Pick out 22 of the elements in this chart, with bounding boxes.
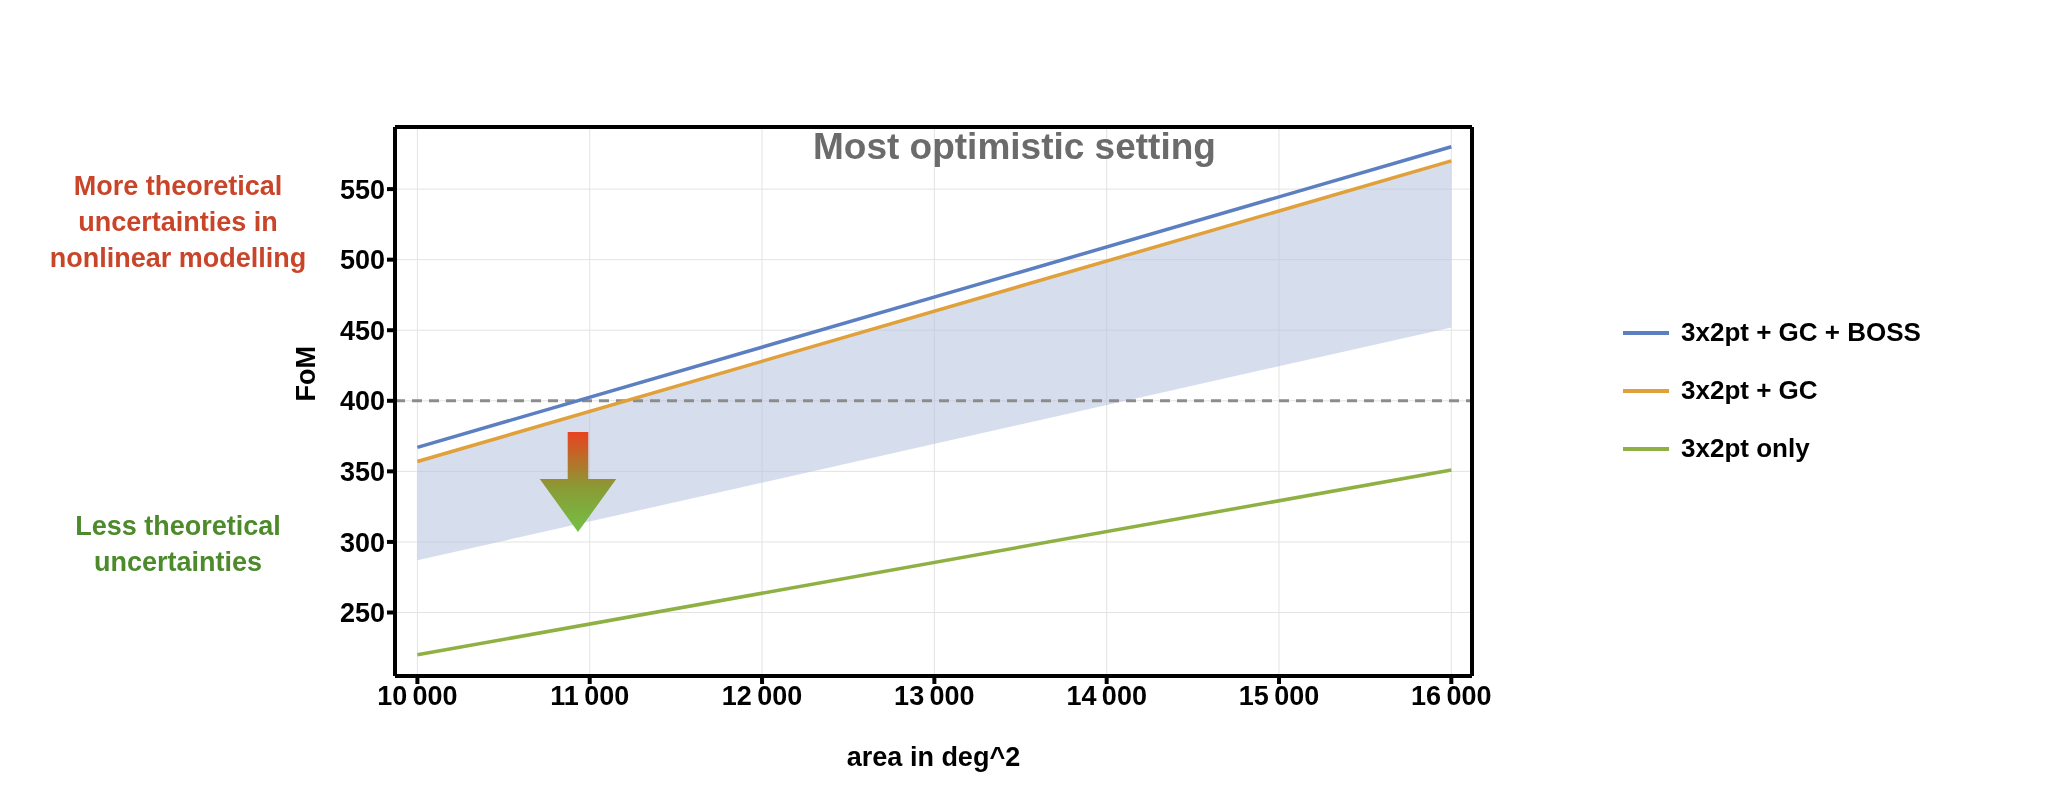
y-tick-label: 400 xyxy=(339,386,385,417)
y-axis-title: FoM xyxy=(290,346,321,402)
x-tick-label: 11 000 xyxy=(550,681,630,712)
annotation: Most optimistic setting xyxy=(813,126,1217,168)
y-tick-label: 450 xyxy=(339,315,385,346)
x-tick-label: 14 000 xyxy=(1066,681,1147,712)
text: More theoretical uncertainties in nonlinear modelling xyxy=(48,170,308,275)
x-tick-label: 12 000 xyxy=(721,681,803,712)
x-tick-label: 15 000 xyxy=(1238,681,1320,712)
legend-label: 3x2pt + GC + BOSS xyxy=(1681,317,1921,348)
legend-label: 3x2pt + GC xyxy=(1681,375,1818,406)
y-tick-label: 250 xyxy=(339,598,385,629)
legend-label: 3x2pt only xyxy=(1681,433,1810,464)
y-tick-label: 550 xyxy=(339,174,385,205)
y-tick-label: 300 xyxy=(339,527,385,558)
x-tick-label: 13 000 xyxy=(894,681,975,712)
x-axis-title: area in deg^2 xyxy=(846,742,1021,772)
text: Less theoretical uncertainties xyxy=(74,510,282,579)
x-tick-label: 10 000 xyxy=(377,681,458,712)
x-tick-label: 16 000 xyxy=(1411,681,1492,712)
y-tick-label: 350 xyxy=(339,456,385,487)
y-tick-label: 500 xyxy=(339,245,385,276)
